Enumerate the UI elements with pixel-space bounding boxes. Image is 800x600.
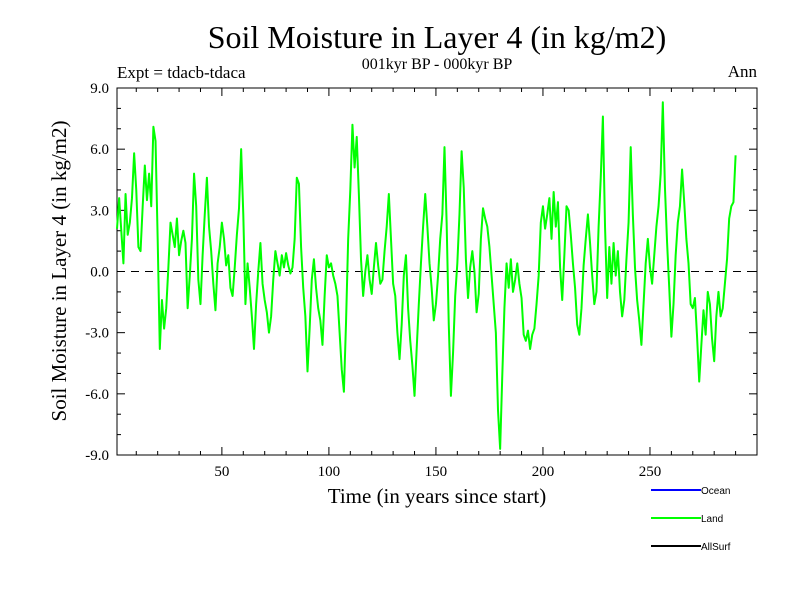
x-tick-label: 150 [425,464,448,480]
season-label: Ann [728,62,758,81]
x-tick-label: 200 [532,464,555,480]
x-tick-label: 50 [214,464,229,480]
y-axis-label: Soil Moisture in Layer 4 (in kg/m2) [47,121,71,422]
legend-label-ocean: Ocean [701,486,730,497]
legend: Ocean Land AllSurf [651,486,731,553]
y-tick-label: -6.0 [85,387,109,403]
x-tick-label: 100 [318,464,341,480]
y-tick-label: -3.0 [85,326,109,342]
experiment-label: Expt = tdacb-tdaca [117,63,246,82]
legend-label-land: Land [701,514,723,525]
x-axis-ticks: 50 100 150 200 250 [135,88,737,480]
series-line-land [116,101,737,450]
chart-subtitle: 001kyr BP - 000kyr BP [362,56,513,73]
y-tick-label: -9.0 [85,448,109,464]
y-tick-label: 9.0 [90,81,109,97]
y-tick-label: 3.0 [90,203,109,219]
x-axis-label: Time (in years since start) [328,484,547,508]
legend-label-allsurf: AllSurf [701,542,731,553]
y-tick-label: 0.0 [90,265,109,281]
x-tick-label: 250 [639,464,662,480]
y-tick-label: 6.0 [90,142,109,158]
chart-title: Soil Moisture in Layer 4 (in kg/m2) [208,19,667,55]
